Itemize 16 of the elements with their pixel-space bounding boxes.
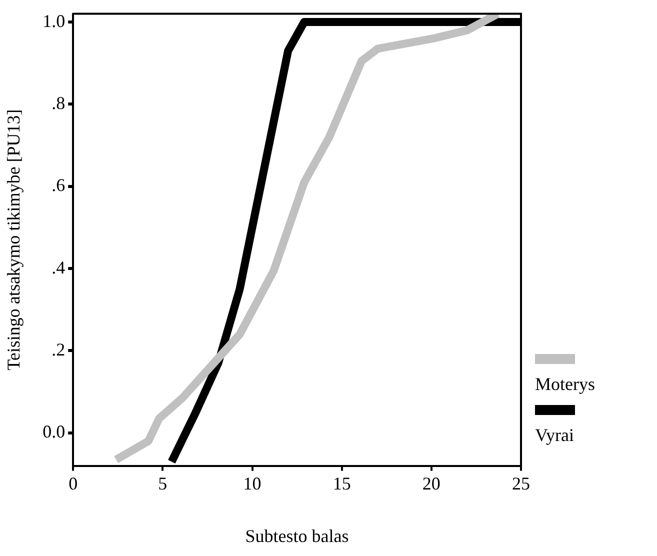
y-tick-label: 0.0 bbox=[42, 422, 66, 442]
y-tick-label: .2 bbox=[52, 339, 66, 360]
y-tick-label: 1.0 bbox=[42, 10, 66, 31]
x-axis-title: Subtesto balas bbox=[245, 526, 349, 546]
legend-label: Moterys bbox=[535, 374, 595, 395]
x-tick-label: 15 bbox=[332, 473, 351, 494]
legend-label: Vyrai bbox=[535, 425, 575, 446]
x-tick-label: 0 bbox=[68, 473, 78, 494]
x-tick-label: 10 bbox=[243, 473, 262, 494]
x-tick-label: 5 bbox=[158, 473, 168, 494]
x-tick-label: 20 bbox=[422, 473, 440, 494]
y-tick-label: .8 bbox=[52, 92, 66, 113]
y-axis-title: Teisingo atsakymo tikimybe [PU13] bbox=[4, 109, 24, 370]
y-tick-label: .6 bbox=[52, 175, 66, 196]
x-tick-label: 25 bbox=[512, 473, 530, 494]
y-tick-label: .4 bbox=[52, 257, 66, 278]
